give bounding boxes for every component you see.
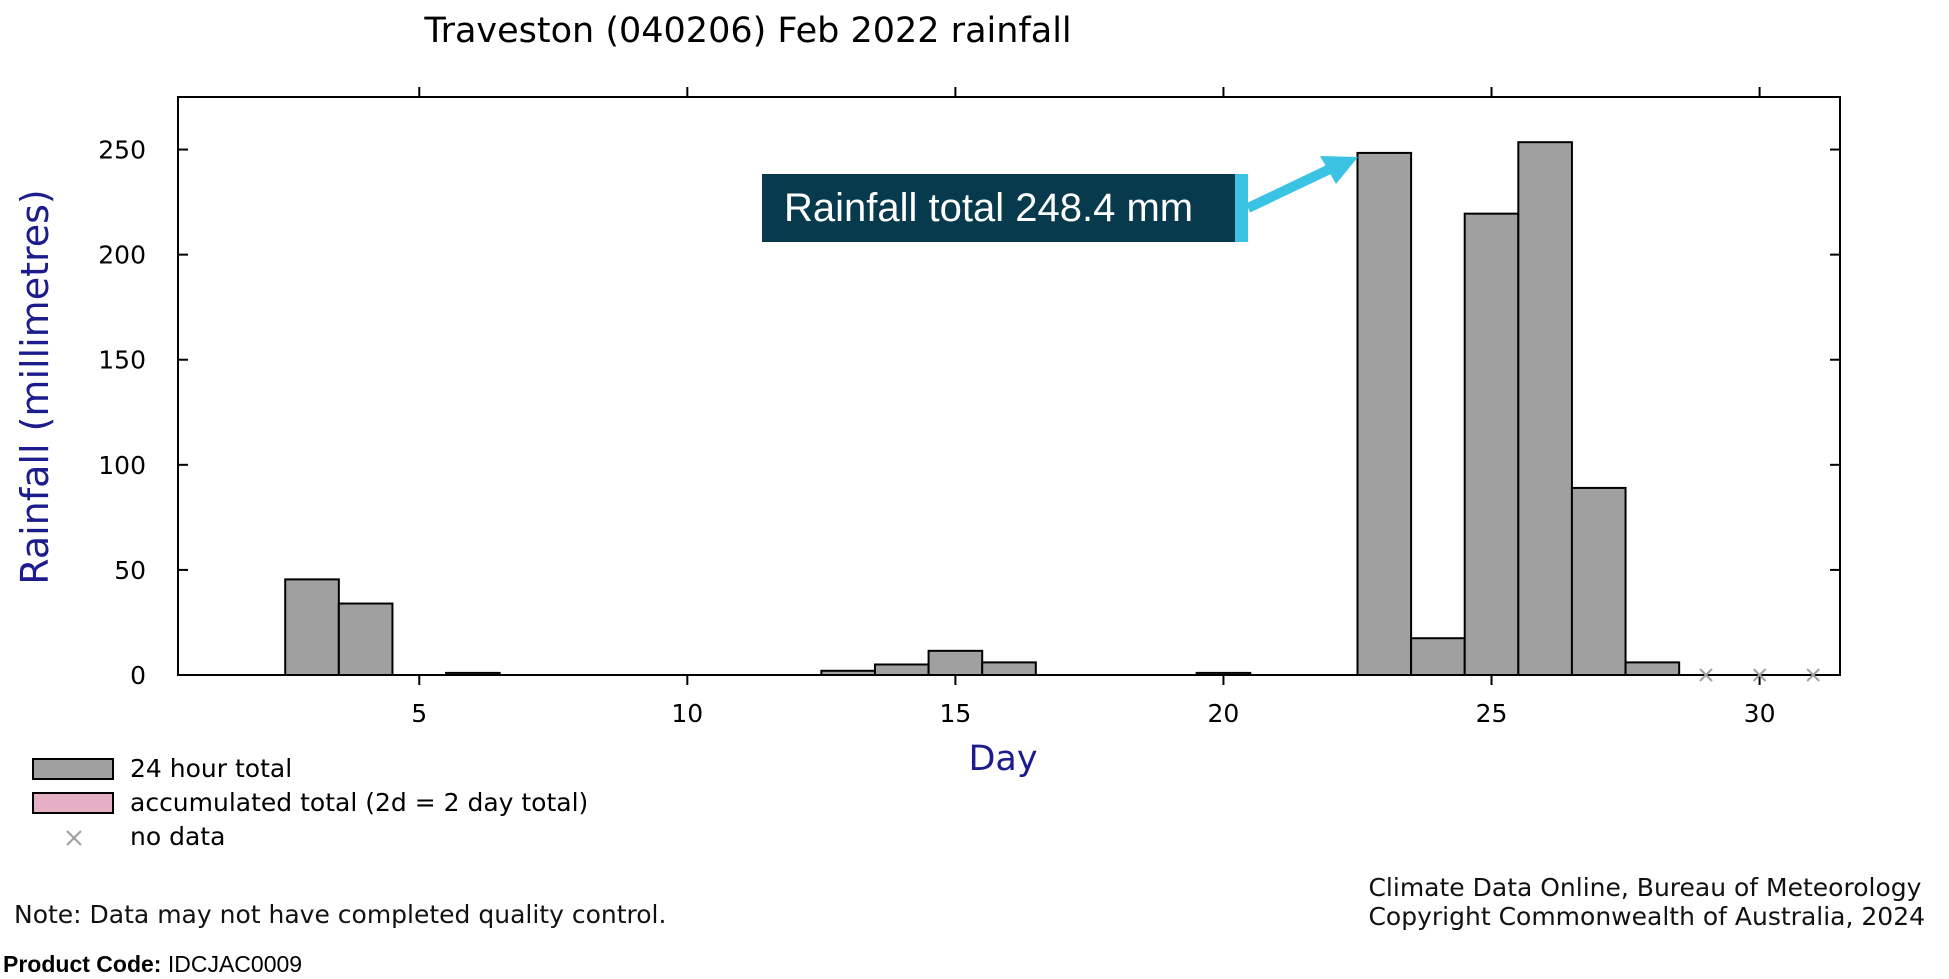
- rainfall-total-callout: Rainfall total 248.4 mm: [762, 174, 1247, 242]
- legend-swatch-no-data: [66, 830, 82, 846]
- bar-day-13: [820, 669, 876, 677]
- bar-series-24-hour-total: [178, 141, 1681, 677]
- legend-label-24-hour-total: 24 hour total: [130, 754, 292, 783]
- legend-swatch-accumulated-total: [32, 792, 114, 814]
- legend: 24 hour total accumulated total (2d = 2 …: [32, 754, 588, 851]
- quality-control-note: Note: Data may not have completed qualit…: [14, 900, 667, 929]
- y-tick-label: 0: [130, 661, 146, 690]
- no-data-marker-day-30: [1752, 668, 1767, 682]
- y-axis-label: Rainfall (millimetres): [13, 189, 57, 585]
- x-tick-label: 25: [1476, 699, 1508, 728]
- x-tick-label: 5: [411, 699, 427, 728]
- bar-day-24: [1410, 637, 1466, 677]
- x-tick-label: 15: [939, 699, 971, 728]
- chart-title: Traveston (040206) Feb 2022 rainfall: [423, 11, 1071, 51]
- data-credit: Climate Data Online, Bureau of Meteorolo…: [1368, 873, 1925, 931]
- callout-arrow-line: [1245, 163, 1335, 213]
- bar-day-14: [873, 663, 930, 676]
- y-axis-ticks: 0 50 100 150 200 250: [98, 136, 1840, 690]
- product-code-label: Product Code:: [3, 951, 162, 977]
- bar-day-16: [981, 661, 1037, 677]
- bar-day-27: [1570, 486, 1627, 676]
- x-axis-label: Day: [968, 739, 1037, 779]
- x-tick-label: 20: [1208, 699, 1240, 728]
- y-tick-label: 150: [98, 346, 146, 375]
- bar-day-23: [1356, 151, 1413, 676]
- bar-day-20: [1195, 671, 1252, 677]
- legend-label-accumulated-total: accumulated total (2d = 2 day total): [130, 788, 588, 817]
- bar-day-25: [1463, 212, 1520, 676]
- bar-day-26: [1517, 141, 1573, 676]
- legend-label-no-data: no data: [130, 822, 225, 851]
- y-tick-label: 200: [98, 241, 146, 270]
- callout-accent-edge: [1235, 174, 1248, 242]
- y-tick-label: 100: [98, 451, 146, 480]
- x-tick-label: 10: [671, 699, 703, 728]
- credit-line-2: Copyright Commonwealth of Australia, 202…: [1368, 902, 1925, 931]
- x-axis-ticks: 5 10 15 20 25 30: [411, 87, 1775, 728]
- bar-day-28: [1624, 661, 1681, 677]
- callout-arrowhead: [1320, 156, 1358, 184]
- no-data-marker-day-31: [1806, 668, 1820, 682]
- bar-day-3: [284, 578, 340, 676]
- product-code: Product Code: IDCJAC0009: [3, 951, 302, 978]
- y-tick-label: 50: [114, 556, 146, 585]
- x-tick-label: 30: [1744, 699, 1776, 728]
- bar-day-6: [445, 671, 501, 677]
- bar-day-4: [337, 602, 394, 677]
- bar-day-15: [927, 649, 984, 677]
- legend-swatch-24-hour-total: [32, 758, 114, 780]
- y-tick-label: 250: [98, 136, 146, 165]
- no-data-marker-day-29: [1699, 668, 1713, 682]
- no-data-markers: [1699, 668, 1820, 682]
- credit-line-1: Climate Data Online, Bureau of Meteorolo…: [1368, 873, 1922, 902]
- product-code-value: IDCJAC0009: [167, 951, 303, 977]
